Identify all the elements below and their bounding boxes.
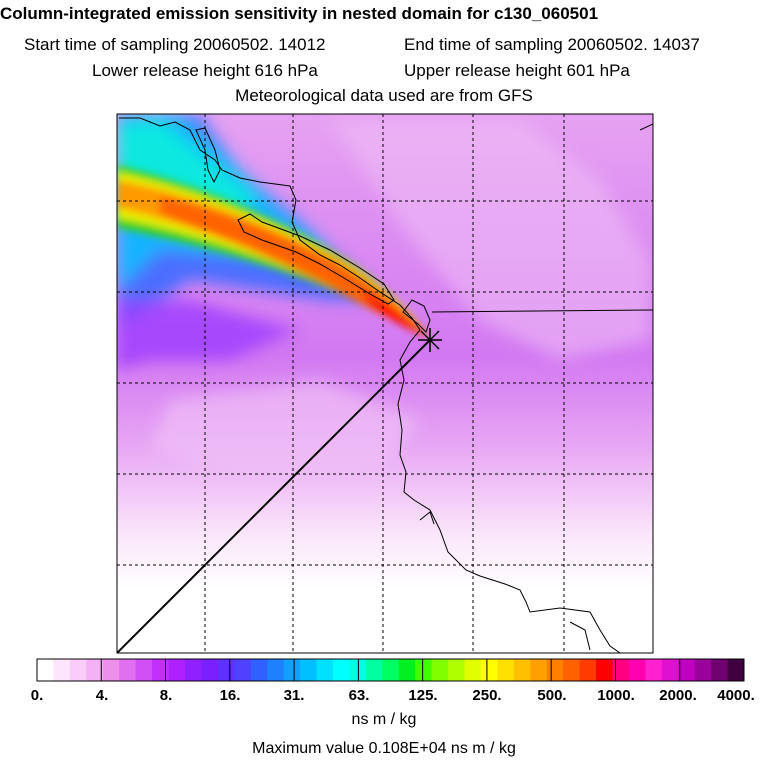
colorbar-cell bbox=[398, 659, 416, 681]
colorbar-tick-label: 500. bbox=[537, 687, 567, 704]
lower-release-label: Lower release height 616 hPa bbox=[92, 61, 318, 80]
colorbar-cell bbox=[86, 659, 104, 681]
colorbar-cells bbox=[37, 659, 745, 681]
colorbar-cell bbox=[727, 659, 745, 681]
colorbar-frame bbox=[36, 658, 745, 682]
colorbar-tick-label: 0. bbox=[30, 687, 44, 704]
map-frame bbox=[116, 113, 654, 654]
colorbar-cell bbox=[250, 659, 268, 681]
colorbar-cell bbox=[267, 659, 285, 681]
colorbar-cell bbox=[382, 659, 400, 681]
colorbar-cell bbox=[69, 659, 87, 681]
colorbar-cell bbox=[480, 659, 498, 681]
colorbar-cell bbox=[612, 659, 630, 681]
map-field bbox=[117, 114, 653, 653]
colorbar-tick-label: 1000. bbox=[597, 687, 635, 704]
colorbar-cell bbox=[628, 659, 646, 681]
colorbar-units: ns m / kg bbox=[351, 711, 417, 728]
colorbar-tick-label: 8. bbox=[159, 687, 173, 704]
colorbar-cell bbox=[497, 659, 515, 681]
colorbar-cell bbox=[661, 659, 679, 681]
colorbar-cell bbox=[217, 659, 235, 681]
colorbar-cell bbox=[579, 659, 597, 681]
colorbar-tick-label: 125. bbox=[408, 687, 438, 704]
colorbar-cell bbox=[283, 659, 301, 681]
colorbar-cell bbox=[152, 659, 170, 681]
colorbar-cell bbox=[645, 659, 663, 681]
colorbar-cell bbox=[135, 659, 153, 681]
upper-release-label: Upper release height 601 hPa bbox=[404, 61, 630, 80]
coastline bbox=[119, 117, 653, 653]
colorbar-cell bbox=[464, 659, 482, 681]
colorbar-tick-label: 63. bbox=[348, 687, 370, 704]
colorbar-cell bbox=[316, 659, 334, 681]
colorbar-cell bbox=[415, 659, 433, 681]
colorbar-cell bbox=[168, 659, 186, 681]
colorbar-cell bbox=[546, 659, 564, 681]
colorbar-cell bbox=[711, 659, 729, 681]
colorbar-cell bbox=[365, 659, 383, 681]
colorbar-cell bbox=[201, 659, 219, 681]
colorbar-cell bbox=[563, 659, 581, 681]
colorbar-tick-label: 31. bbox=[283, 687, 305, 704]
colorbar-cell bbox=[234, 659, 252, 681]
colorbar-cell bbox=[300, 659, 318, 681]
colorbar-tick-label: 16. bbox=[219, 687, 241, 704]
plot-title: Column-integrated emission sensitivity i… bbox=[0, 4, 599, 23]
colorbar-tick-label: 250. bbox=[472, 687, 502, 704]
colorbar-cell bbox=[37, 659, 54, 681]
colorbar-cell bbox=[431, 659, 449, 681]
colorbar-cell bbox=[119, 659, 137, 681]
colorbar-cell bbox=[530, 659, 548, 681]
colorbar-cell bbox=[513, 659, 531, 681]
colorbar-tick-label: 2000. bbox=[659, 687, 697, 704]
colorbar-cell bbox=[332, 659, 350, 681]
trajectory-line bbox=[117, 339, 431, 653]
colorbar-cell bbox=[596, 659, 613, 681]
maximum-value-label: Maximum value 0.108E+04 ns m / kg bbox=[252, 740, 516, 757]
colorbar-cell bbox=[184, 659, 202, 681]
colorbar-cell bbox=[53, 659, 71, 681]
colorbar-cell bbox=[102, 659, 120, 681]
colorbar-cell bbox=[678, 659, 696, 681]
end-time-label: End time of sampling 20060502. 14037 bbox=[404, 35, 700, 54]
release-point-marker bbox=[418, 328, 442, 352]
colorbar-cell bbox=[448, 659, 465, 681]
start-time-label: Start time of sampling 20060502. 14012 bbox=[24, 35, 326, 54]
colorbar-tick-label: 4000. bbox=[717, 687, 755, 704]
grid-lines bbox=[117, 114, 653, 653]
met-data-label: Meteorological data used are from GFS bbox=[235, 86, 533, 105]
colorbar-cell bbox=[694, 659, 712, 681]
colorbar-tick-label: 4. bbox=[95, 687, 109, 704]
